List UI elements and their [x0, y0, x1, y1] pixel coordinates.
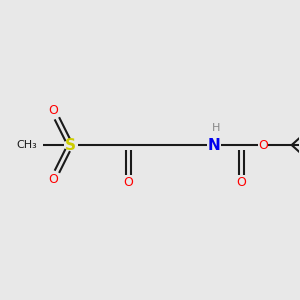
Text: O: O	[48, 173, 58, 186]
Text: N: N	[208, 137, 221, 152]
Text: S: S	[65, 137, 76, 152]
Text: O: O	[236, 176, 246, 189]
Text: O: O	[123, 176, 133, 189]
Text: H: H	[212, 123, 220, 133]
Text: O: O	[258, 139, 268, 152]
Text: CH₃: CH₃	[16, 140, 37, 150]
Text: O: O	[48, 104, 58, 117]
